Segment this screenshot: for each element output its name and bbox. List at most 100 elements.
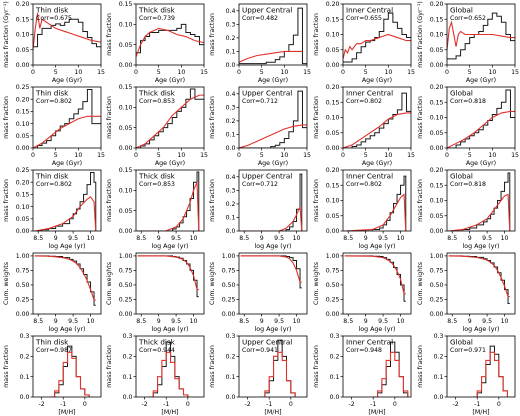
x-tick-label: 0: [237, 152, 241, 159]
x-axis-label: Age (Gyr): [258, 77, 288, 84]
panel-3-4: 8.5 9 9.5 10 0.00 0.25 0.50 0.75 1.00 log Age (yr…: [417, 252, 516, 333]
x-tick-label: 10: [397, 318, 405, 325]
x-tick-label: 9.5: [171, 235, 181, 242]
x-tick-label: 15: [407, 152, 415, 159]
y-tick-label: 0.15: [16, 192, 30, 199]
panel-title: Global: [450, 89, 473, 98]
x-tick-label: 0: [134, 69, 138, 76]
y-tick-label: 0.05: [119, 125, 133, 132]
y-tick-label: 0.25: [16, 297, 30, 304]
x-axis-label: [M/H]: [58, 409, 75, 416]
panel-3-0: 8.5 9 9.5 10 0.00 0.25 0.50 0.75 1.00 log Age (yr…: [3, 252, 102, 333]
y-tick-label: 0.75: [16, 268, 30, 275]
series-red-line: [447, 20, 515, 50]
axes-frame: [342, 335, 412, 398]
x-tick-label: 0: [445, 69, 449, 76]
panel-annotation: Corr=0.739: [139, 15, 175, 22]
axes-frame: [135, 3, 205, 66]
y-tick-label: 0.00: [119, 145, 133, 152]
panel-annotation: Corr=0.655: [346, 15, 382, 22]
panel-title: Global: [450, 6, 473, 15]
y-tick-label: 1.00: [326, 253, 340, 260]
axes-frame: [446, 252, 516, 315]
y-tick-label: 0.00: [16, 311, 30, 318]
y-tick-label: 0.10: [16, 204, 30, 211]
x-tick-label: 0: [31, 69, 35, 76]
series-black-line: [240, 255, 302, 289]
x-tick-label: 9.5: [68, 318, 78, 325]
x-axis-label: [M/H]: [472, 409, 489, 416]
series-black-line: [34, 171, 97, 231]
panel-title: Thin disk: [35, 338, 69, 347]
y-tick-label: 0.0: [20, 394, 30, 401]
axes-frame: [135, 86, 205, 149]
y-tick-label: 0.00: [430, 311, 444, 318]
y-axis-label: mass fraction: [106, 96, 113, 139]
y-tick-label: 0.10: [326, 32, 340, 39]
x-tick-label: 15: [511, 69, 519, 76]
x-tick-label: 10: [87, 318, 95, 325]
y-tick-label: 0.4: [226, 174, 236, 181]
y-axis-label: mass fraction (Gyr⁻¹): [417, 1, 424, 68]
x-tick-label: 9.5: [482, 318, 492, 325]
series-black-line: [447, 12, 515, 60]
y-tick-label: 0.0: [226, 62, 236, 69]
x-tick-label: 9: [260, 235, 264, 242]
series-red-line: [136, 27, 204, 58]
panel-annotation: Corr=0.941: [242, 347, 278, 354]
panel-3-1: 8.5 9 9.5 10 0.00 0.25 0.50 0.75 1.00 log Age (yr…: [106, 252, 205, 333]
x-tick-label: -1: [474, 401, 480, 408]
x-tick-label: 10: [190, 318, 198, 325]
x-axis-label: [M/H]: [161, 409, 178, 416]
panel-3-3: 8.5 9 9.5 10 0.00 0.25 0.50 0.75 1.00 log Age (yr…: [313, 252, 412, 333]
x-tick-label: 0: [445, 152, 449, 159]
panel-2-2: 8.5 9 9.5 10 0.0 0.1 0.2 0.3 0.4 log Age (yr) mass…: [209, 169, 308, 250]
panel-title: Upper Central: [242, 172, 292, 181]
y-tick-label: 1.00: [16, 253, 30, 260]
y-tick-label: 0.00: [119, 62, 133, 69]
x-axis-label: log Age (yr): [462, 243, 499, 250]
panel-1-3: 0 5 10 15 0.00 0.05 0.10 0.15 0.20 Age (Gyr) mass …: [313, 84, 415, 167]
panel-0-0: 0 5 10 15 0.00 0.05 0.10 0.15 0.20 Age (Gyr) mass …: [3, 1, 105, 84]
x-tick-label: -2: [349, 401, 355, 408]
panel-title: Upper Central: [242, 6, 292, 15]
panel-1-0: 0 5 10 15 0.00 0.05 0.10 0.15 0.20 0.25 Age (Gyr) m…: [3, 84, 105, 167]
panel-title: Thick disk: [138, 172, 176, 181]
x-tick-label: 10: [74, 152, 82, 159]
y-tick-label: 1.00: [119, 253, 133, 260]
panel-1-4: 0 5 10 15 0.00 0.05 0.10 0.15 0.20 Age (Gyr) mass …: [417, 84, 519, 167]
y-tick-label: 0.00: [430, 145, 444, 152]
x-tick-label: 15: [303, 69, 311, 76]
y-tick-label: 0.00: [222, 311, 236, 318]
y-tick-label: 0.10: [119, 105, 133, 112]
y-tick-label: 0.50: [326, 282, 340, 289]
series-red-line: [260, 351, 296, 397]
x-tick-label: 5: [260, 69, 264, 76]
y-tick-label: 0.00: [16, 228, 30, 235]
y-tick-label: 0.50: [430, 282, 444, 289]
y-tick-label: 0.15: [119, 167, 133, 174]
x-tick-label: -2: [453, 401, 459, 408]
x-tick-label: 5: [157, 152, 161, 159]
series-black-line: [343, 92, 411, 148]
x-axis-label: Age (Gyr): [362, 160, 392, 167]
y-tick-label: 0.05: [326, 47, 340, 54]
y-tick-label: 0.75: [430, 268, 444, 275]
y-tick-label: 0.2: [226, 35, 236, 42]
panel-0-3: 0 5 10 15 0.00 0.05 0.10 0.15 0.20 Age (Gyr) mass …: [313, 1, 415, 84]
x-axis-label: Age (Gyr): [155, 77, 185, 84]
x-tick-label: 9: [157, 318, 161, 325]
x-tick-label: 0: [83, 401, 87, 408]
x-tick-label: 10: [501, 318, 509, 325]
y-axis-label: mass fraction: [417, 96, 424, 139]
panel-2-0: 8.5 9 9.5 10 0.00 0.05 0.10 0.15 0.20 0.25 log Age…: [3, 167, 102, 250]
y-tick-label: 0.10: [326, 115, 340, 122]
y-axis-label: mass fraction: [313, 345, 320, 388]
x-tick-label: 8.5: [447, 318, 457, 325]
series-red-line: [239, 50, 303, 63]
x-tick-label: 9.5: [378, 235, 388, 242]
x-axis-label: Age (Gyr): [362, 77, 392, 84]
y-tick-label: 0.75: [222, 268, 236, 275]
x-tick-label: 10: [74, 69, 82, 76]
series-red-line: [448, 193, 511, 231]
